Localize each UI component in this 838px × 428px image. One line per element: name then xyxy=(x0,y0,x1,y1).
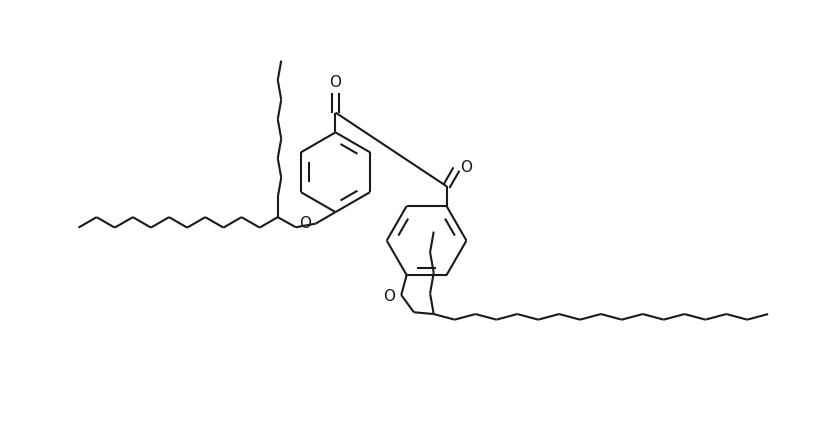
Text: O: O xyxy=(299,216,311,231)
Text: O: O xyxy=(384,289,396,304)
Text: O: O xyxy=(329,74,341,89)
Text: O: O xyxy=(460,160,473,175)
